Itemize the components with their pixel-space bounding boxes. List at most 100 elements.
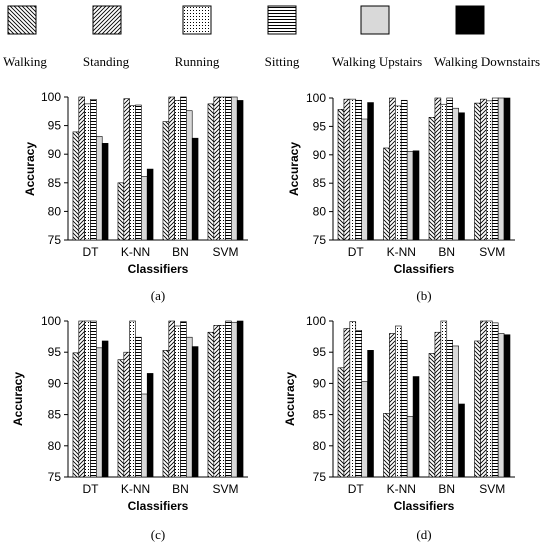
bar-svm-5 xyxy=(231,321,238,478)
y-tick-label: 90 xyxy=(48,147,62,161)
bar-knn-1 xyxy=(117,182,125,241)
bar-bn-5 xyxy=(186,336,193,478)
bar-dt-3 xyxy=(84,320,91,478)
y-tick-label: 90 xyxy=(48,376,62,390)
bar-dt-5 xyxy=(96,347,103,478)
x-axis-title: Classifiers xyxy=(394,499,455,513)
chart-panel-3: 75 80 85 90 95 100 DT K-NN BN SVM Classifiers Accur… xyxy=(11,314,248,542)
bar-knn-1 xyxy=(383,147,390,241)
bar-svm-4 xyxy=(225,96,232,241)
x-tick-label: SVM xyxy=(479,482,505,496)
bar-svm-1 xyxy=(474,102,481,241)
y-tick-label: 100 xyxy=(41,90,61,104)
bar-knn-6 xyxy=(412,376,420,478)
legend-swatch xyxy=(92,5,122,35)
y-tick-label: 90 xyxy=(313,148,327,162)
bar-knn-3 xyxy=(129,105,136,241)
y-tick-label: 80 xyxy=(313,439,327,453)
bar-svm-4 xyxy=(225,320,232,478)
x-tick-label: K-NN xyxy=(121,482,150,496)
bar-knn-2 xyxy=(389,333,396,478)
y-axis-title: Accuracy xyxy=(283,372,297,426)
bar-dt-6 xyxy=(367,350,374,478)
y-tick-label: 95 xyxy=(313,345,327,359)
bar-bn-6 xyxy=(191,346,199,478)
bar-svm-1 xyxy=(474,340,481,478)
y-tick-label: 95 xyxy=(48,345,62,359)
bar-dt-1 xyxy=(337,109,345,241)
bar-bn-3 xyxy=(440,320,448,478)
x-tick-label: BN xyxy=(172,245,189,259)
bar-dt-1 xyxy=(72,131,80,241)
bar-knn-3 xyxy=(129,320,136,478)
bar-bn-2 xyxy=(168,96,175,241)
legend-swatch xyxy=(182,5,212,35)
y-tick-label: 85 xyxy=(48,176,62,190)
y-tick-label: 80 xyxy=(313,205,327,219)
y-axis-title: Accuracy xyxy=(287,142,301,196)
bar-knn-2 xyxy=(123,351,130,478)
bar-svm-5 xyxy=(497,97,505,241)
bar-svm-6 xyxy=(236,100,244,241)
bar-svm-4 xyxy=(491,97,499,241)
bar-knn-5 xyxy=(406,416,414,478)
bar-bn-1 xyxy=(162,121,170,241)
legend-item-5: Walking Upstairs xyxy=(332,5,422,69)
bar-bn-3 xyxy=(174,100,181,241)
bar-dt-2 xyxy=(343,328,351,478)
panel-label: (d) xyxy=(416,527,431,542)
bar-dt-5 xyxy=(361,381,368,478)
x-tick-label: DT xyxy=(83,482,100,496)
legend-swatch xyxy=(455,5,485,35)
bar-svm-3 xyxy=(486,100,493,241)
x-tick-label: K-NN xyxy=(387,482,416,496)
bar-knn-6 xyxy=(146,373,154,478)
bar-knn-4 xyxy=(400,340,408,478)
bar-dt-5 xyxy=(96,136,103,241)
bar-bn-2 xyxy=(434,331,442,478)
bar-bn-3 xyxy=(174,325,181,478)
bar-knn-3 xyxy=(395,105,402,241)
y-axis-title: Accuracy xyxy=(11,372,25,426)
bar-svm-6 xyxy=(503,334,511,478)
chart-panel-1: 75 80 85 90 95 100 DT K-NN BN SVM Classifiers Accur… xyxy=(23,90,248,303)
bar-svm-1 xyxy=(207,103,215,241)
bar-knn-4 xyxy=(135,336,142,478)
bar-dt-2 xyxy=(78,320,85,478)
bar-knn-6 xyxy=(146,168,154,241)
bar-dt-3 xyxy=(349,98,357,241)
bar-knn-4 xyxy=(135,104,142,241)
x-tick-label: DT xyxy=(83,245,100,259)
y-tick-label: 75 xyxy=(313,233,327,247)
legend-item-1: Walking xyxy=(3,5,47,69)
x-tick-label: BN xyxy=(438,245,455,259)
bar-svm-3 xyxy=(486,320,493,478)
y-axis-title: Accuracy xyxy=(23,142,37,196)
bar-knn-1 xyxy=(383,413,390,478)
bar-bn-1 xyxy=(428,117,436,241)
bar-bn-4 xyxy=(446,97,453,241)
y-tick-label: 85 xyxy=(313,408,327,422)
bar-bn-4 xyxy=(180,321,187,478)
legend-item-4: Sitting xyxy=(265,5,300,69)
bar-svm-2 xyxy=(480,98,487,241)
bar-svm-4 xyxy=(491,322,499,478)
panel-label: (a) xyxy=(151,288,165,303)
chart-panels: 75 80 85 90 95 100 DT K-NN BN SVM Classifiers Accur… xyxy=(11,90,515,542)
bar-bn-2 xyxy=(434,97,442,241)
legend-label: Walking Upstairs xyxy=(332,54,422,69)
legend-swatch xyxy=(360,5,390,35)
bar-bn-1 xyxy=(428,353,436,478)
y-tick-label: 95 xyxy=(313,119,327,133)
legend-label: Standing xyxy=(83,54,130,69)
bar-knn-4 xyxy=(400,99,408,241)
bar-dt-2 xyxy=(343,98,351,241)
panel-label: (c) xyxy=(151,527,165,542)
legend-swatch xyxy=(7,5,37,35)
x-tick-label: BN xyxy=(172,482,189,496)
bar-dt-4 xyxy=(90,320,97,478)
y-tick-label: 80 xyxy=(48,439,62,453)
y-tick-label: 75 xyxy=(313,470,327,484)
x-tick-label: SVM xyxy=(479,245,505,259)
